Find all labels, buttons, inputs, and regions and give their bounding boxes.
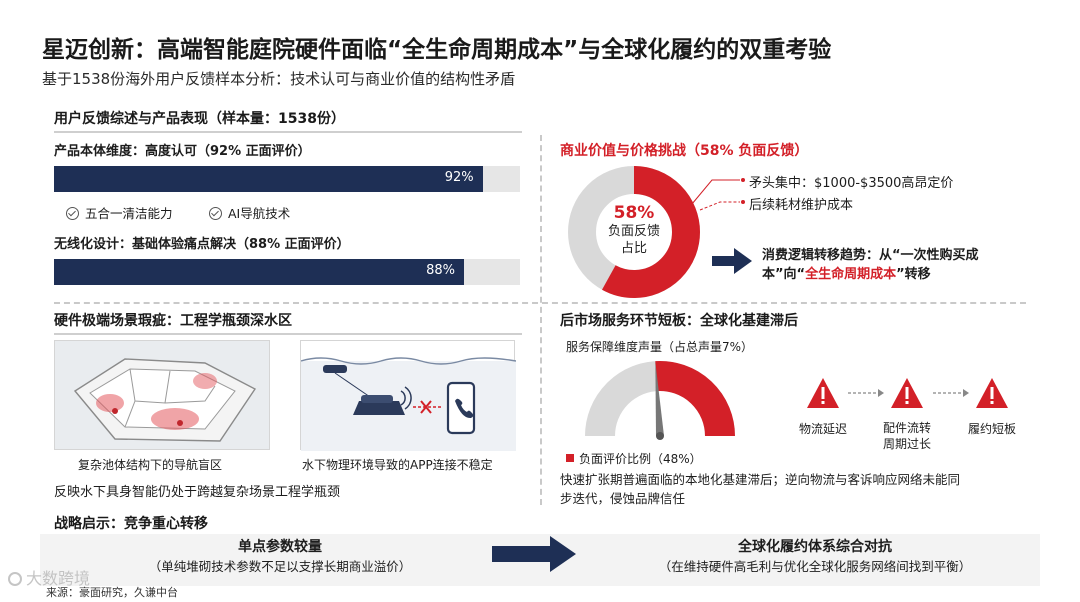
watermark-logo-icon [8,572,22,586]
wireless-bar-value: 88% [426,263,455,278]
source-note: 来源：豪面研究，久谦中台 [46,586,178,599]
legend-swatch [566,454,574,462]
wireless-bar-fill [54,259,465,285]
trend-arrow-icon [712,248,752,274]
trend-highlight: 全生命周期成本 [805,267,897,282]
feedback-divider [54,131,522,133]
wireless-bar: 88% [54,259,520,285]
pool-map-image [73,358,257,442]
hardware-divider [54,333,522,335]
strategy-from-title: 单点参数较量 [238,539,322,555]
warning-icon [807,378,839,408]
app-caption: 水下物理环境导致的APP连接不稳定 [302,458,493,472]
page-title: 星迈创新：高端智能庭院硬件面临“全生命周期成本”与全球化履约的双重考验 [42,37,832,63]
arrow-right-icon [933,389,969,397]
donut-center-line1: 负面反馈 [607,224,660,239]
page-subtitle: 基于1538份海外用户反馈样本分析：技术认可与商业价值的结构性矛盾 [42,70,516,88]
product-bar-fill [54,166,483,192]
strategy-heading: 战略启示：竞争重心转移 [54,516,208,532]
aftermarket-heading: 后市场服务环节短板：全球化基建滞后 [560,313,798,329]
aftermarket-description: 快速扩张期普遍面临的本地化基建滞后；逆向物流与客诉响应网络未能同 步迭代，侵蚀品… [560,470,960,508]
product-tag-2: AI导航技术 [209,203,290,222]
wireless-label: 无线化设计：基础体验痛点解决（88% 正面评价） [54,237,350,252]
app-connection-illustration [300,340,517,451]
check-icon [66,207,79,220]
strategy-to: 全球化履约体系综合对抗 （在维持硬件高毛利与优化全球化服务网络间找到平衡） [600,536,1030,575]
donut-center: 58% 负面反馈 占比 [566,203,702,257]
underwater-robot-image [300,357,517,451]
negative-feedback-donut [568,166,700,298]
product-tag-1-label: 五合一清洁能力 [85,206,173,221]
strategy-to-subtitle: （在维持硬件高毛利与优化全球化服务网络间找到平衡） [658,559,972,574]
donut-center-line2: 占比 [620,241,647,256]
issue-parts: 配件流转 周期过长 [882,421,931,451]
pool-caption: 复杂池体结构下的导航盲区 [78,458,223,472]
strategy-to-title: 全球化履约体系综合对抗 [738,539,892,555]
commercial-heading: 商业价值与价格挑战（58% 负面反馈） [560,143,809,159]
product-tag-1: 五合一清洁能力 [66,203,173,222]
hardware-summary: 反映水下具身智能仍处于跨越复杂场景工程学瓶颈 [54,485,341,500]
watermark: 大数跨境 [8,565,90,589]
trend-line-2: 本”向“全生命周期成本”转移 [762,267,931,282]
negative-rate-gauge [585,361,735,440]
donut-negative-slice [568,166,700,298]
donut-center-value: 58% [613,203,655,223]
trend-line-1: 消费逻辑转移趋势：从“一次性购买成 [762,248,979,263]
product-bar-value: 92% [444,170,474,185]
strategy-from-subtitle: （单纯堆砌技术参数不足以支撑长期商业溢价） [148,559,412,574]
gauge-fill [655,361,735,437]
pool-structure-illustration [54,340,270,450]
commercial-point-1: 矛头集中：$1000-$3500高昂定价 [749,176,954,191]
warning-icon [891,378,923,408]
product-bar: 92% [54,166,520,192]
aftermarket-desc-2: 步迭代，侵蚀品牌信任 [560,491,686,506]
gauge-title: 服务保障维度声量（占总声量7%） [566,340,754,354]
row-divider [54,302,1026,304]
gauge-legend: 负面评价比例（48%） [566,450,702,467]
issue-fulfillment: 履约短板 [967,422,1016,436]
feedback-heading: 用户反馈综述与产品表现（样本量：1538份） [54,111,345,127]
arrow-right-icon [848,389,884,397]
commercial-point-2: 后续耗材维护成本 [749,198,854,213]
warning-icon [976,378,1008,408]
check-icon [209,207,222,220]
product-label: 产品本体维度：高度认可（92% 正面评价） [54,144,311,159]
donut-leader-lines [691,178,745,211]
hardware-heading: 硬件极端场景瑕疵：工程学瓶颈深水区 [54,313,292,329]
strategy-from: 单点参数较量 （单纯堆砌技术参数不足以支撑长期商业溢价） [90,536,470,575]
aftermarket-desc-1: 快速扩张期普遍面临的本地化基建滞后；逆向物流与客诉响应网络未能同 [560,472,961,487]
product-tag-2-label: AI导航技术 [228,206,291,221]
consumption-trend: 消费逻辑转移趋势：从“一次性购买成 本”向“全生命周期成本”转移 [762,246,979,284]
shift-arrow-icon [492,536,576,572]
gauge-needle [655,362,664,437]
issue-logistics: 物流延迟 [798,422,847,436]
gauge-legend-label: 负面评价比例（48%） [579,452,702,466]
column-divider [540,135,542,505]
